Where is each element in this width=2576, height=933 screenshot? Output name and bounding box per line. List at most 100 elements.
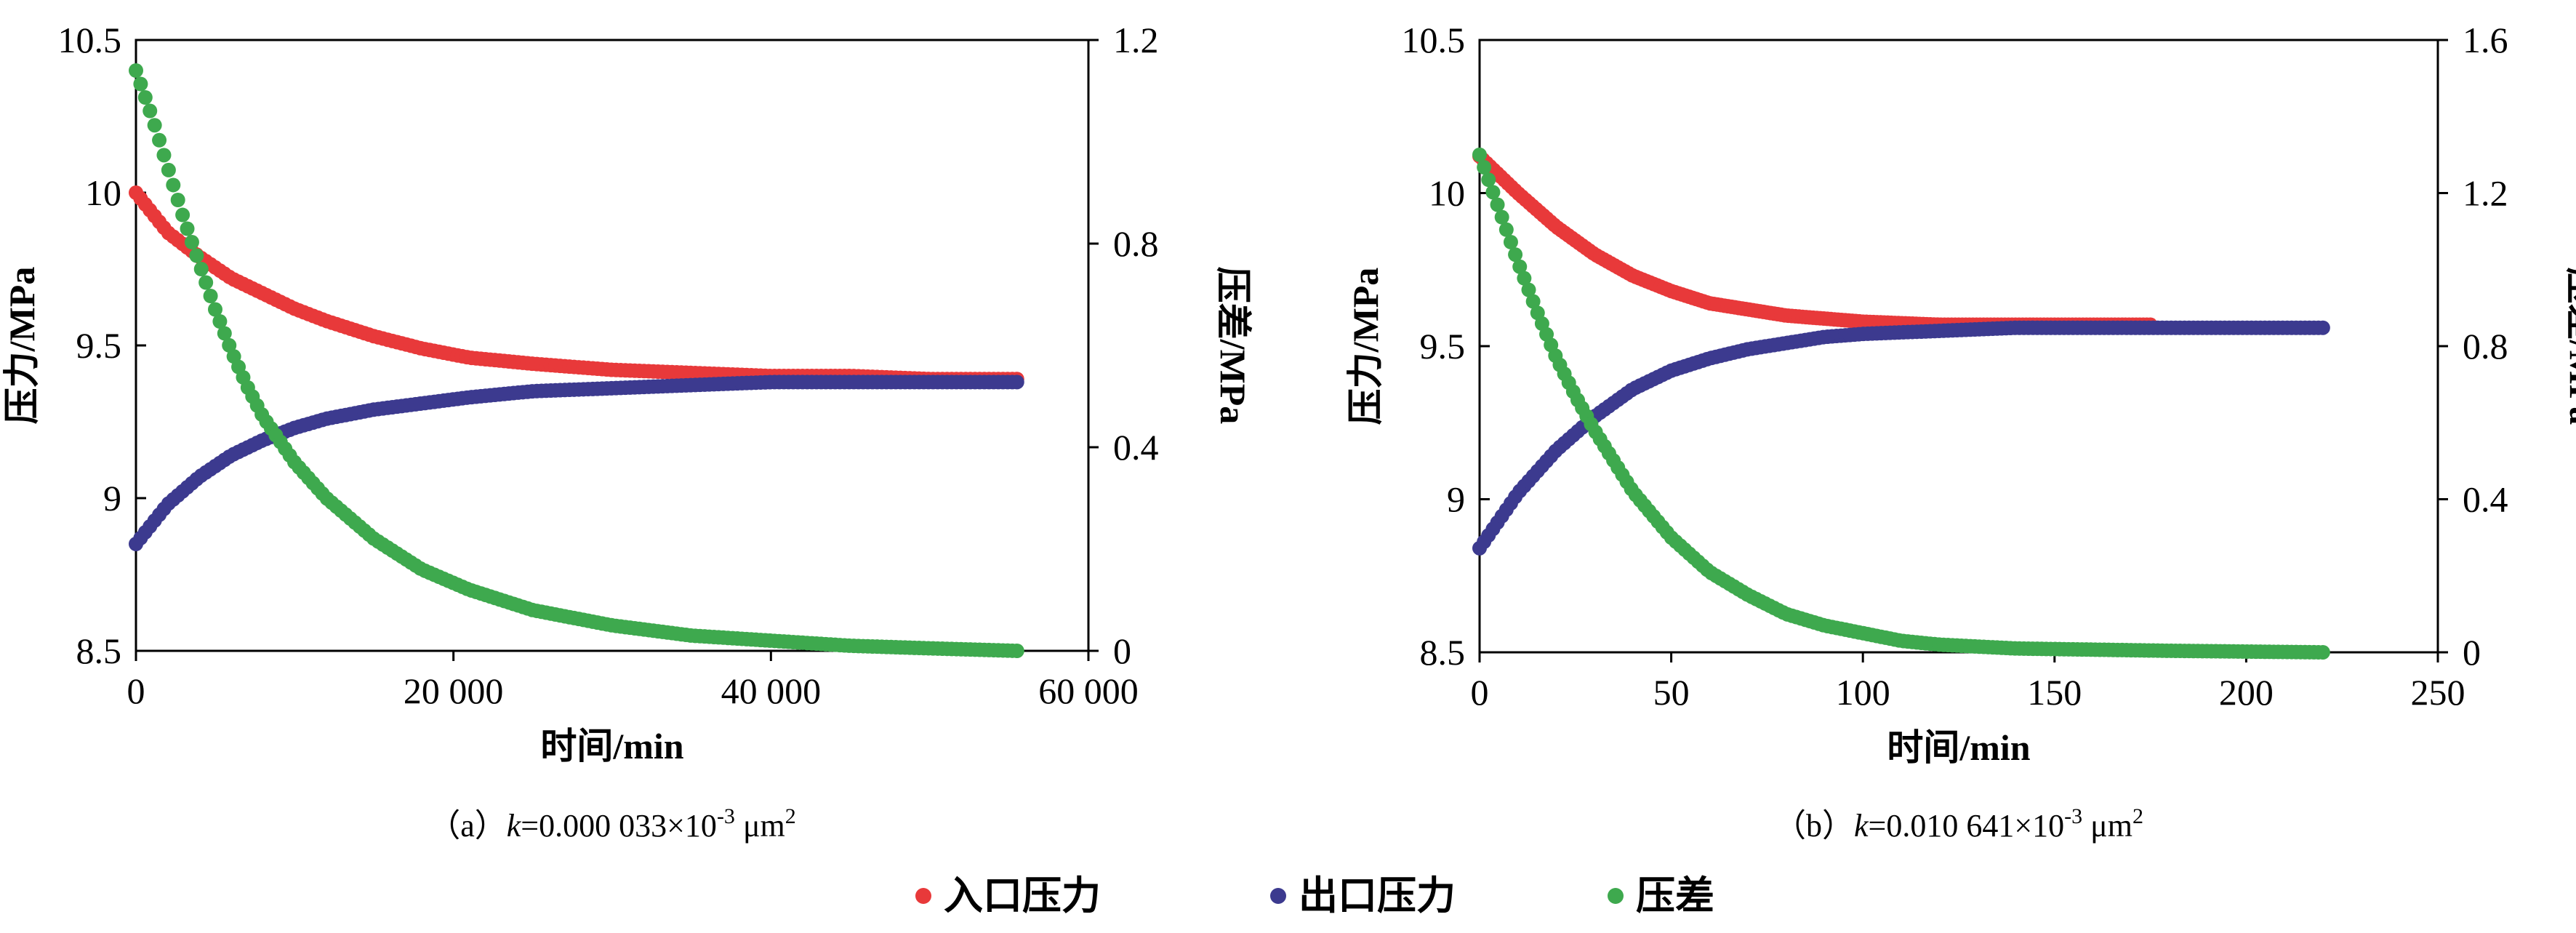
data-point-a-1-189 [1009,375,1024,390]
y-left-tick-label-b-0: 8.5 [1420,632,1466,673]
data-point-a-2-14 [193,262,209,276]
y-left-axis-label-b: 压力/MPa [1345,268,1386,425]
data-point-a-2-18 [212,314,228,329]
data-point-b-2-3 [1485,185,1501,200]
data-point-b-2-0 [1472,147,1487,162]
data-point-a-2-15 [198,275,214,290]
x-tick-label-a-1: 20 000 [404,670,504,711]
caption-exp-a: -3 [717,804,735,828]
x-tick-label-b-1: 50 [1653,672,1690,713]
y-left-tick-label-a-3: 10 [85,172,121,213]
y-left-tick-label-b-4: 10.5 [1402,20,1466,60]
caption-unit-exp-b: 2 [2132,804,2143,828]
data-point-b-2-5 [1494,209,1509,225]
plot-frame-b [1478,39,2439,654]
legend-item-inlet-pressure: 入口压力 [915,874,1101,918]
data-point-a-2-1 [133,76,148,92]
y-right-axis-label-a: 压差/MPa [1213,267,1253,425]
data-point-a-2-17 [207,302,222,317]
data-point-a-2-3 [143,103,158,119]
y-right-tick-label-b-1: 0.4 [2463,479,2508,520]
x-tick-label-b-0: 0 [1471,672,1489,713]
caption-b: （b）k=0.010 641×10-3 μm2 [1774,804,2143,844]
legend-label-inlet: 入口压力 [944,874,1101,918]
data-point-a-2-6 [156,148,172,163]
caption-unit-a: μm [735,808,785,844]
data-point-a-2-13 [189,248,204,263]
series-b-0 [1472,148,2158,332]
y-right-tick-label-b-4: 1.6 [2463,20,2508,60]
caption-value-b: =0.010 641×10 [1869,808,2065,844]
y-left-axis-label-a: 压力/MPa [1,267,42,425]
legend: 入口压力 出口压力 压差 [915,874,1714,918]
series-a-0 [129,185,1024,387]
data-point-a-2-8 [166,177,181,193]
legend-item-pressure-difference: 压差 [1608,874,1714,918]
caption-unit-exp-a: 2 [785,804,796,828]
legend-marker-inlet [915,888,931,904]
caption-unit-b: μm [2082,808,2132,844]
series-b-1 [1472,320,2330,556]
data-point-b-2-10 [1517,271,1532,286]
data-point-a-2-4 [147,118,162,133]
legend-marker-outlet [1270,888,1286,904]
caption-k-a: k [507,808,522,844]
y-left-tick-label-b-1: 9 [1447,479,1465,520]
data-point-a-2-19 [217,326,232,341]
data-point-b-2-2 [1481,172,1496,188]
x-tick-label-b-3: 150 [2027,672,2082,713]
y-left-tick-label-a-4: 10.5 [58,20,122,60]
legend-marker-diff [1608,888,1624,904]
y-left-tick-label-b-3: 10 [1429,173,1465,214]
chart-panel-b: 0 50 100 150 200 250 8.5 9 9.5 10 10.5 0 0.4 0.8 1.2 1.… [1345,20,2576,844]
data-point-b-2-12 [1525,294,1541,309]
data-point-a-2-20 [222,337,237,353]
series-a-2 [129,63,1024,658]
x-tick-label-b-2: 100 [1836,672,1890,713]
data-point-a-2-11 [180,221,195,236]
x-axis-label-a: 时间/min [540,726,683,766]
data-point-a-2-7 [161,162,176,177]
y-right-tick-label-b-3: 1.2 [2463,173,2508,214]
x-axis-label-b: 时间/min [1887,727,2030,768]
data-point-a-2-16 [203,289,218,303]
y-right-tick-label-a-1: 0.4 [1113,427,1159,468]
plot-frame-a [135,39,1090,652]
data-point-b-1-189 [2315,320,2330,335]
y-right-tick-label-b-0: 0 [2463,632,2481,673]
data-point-b-2-11 [1521,282,1536,297]
data-point-b-2-8 [1508,247,1523,263]
y-left-tick-label-a-2: 9.5 [76,325,122,366]
data-point-b-2-189 [2315,645,2330,660]
x-tick-label-b-4: 200 [2219,672,2274,713]
data-point-a-2-0 [129,63,143,78]
data-point-b-2-7 [1503,234,1518,249]
x-tick-label-a-2: 40 000 [721,670,822,711]
legend-item-outlet-pressure: 出口压力 [1270,874,1456,918]
y-left-tick-label-a-1: 9 [103,478,121,518]
caption-k-b: k [1854,808,1869,844]
y-right-tick-label-b-2: 0.8 [2463,326,2508,367]
caption-prefix-a: （a） [428,808,507,844]
data-point-a-2-5 [152,132,167,148]
y-right-axis-label-b: 压差/MPa [2562,268,2576,425]
x-tick-label-a-3: 60 000 [1038,670,1139,711]
caption-prefix-b: （b） [1774,808,1854,844]
data-point-a-2-12 [184,235,199,249]
data-point-b-2-9 [1512,259,1528,274]
x-tick-label-a-0: 0 [127,670,145,711]
x-tick-label-b-5: 250 [2411,672,2465,713]
data-point-a-2-9 [170,193,185,207]
legend-label-diff: 压差 [1636,874,1714,918]
series-b-2 [1472,147,2330,660]
y-left-tick-label-b-2: 9.5 [1420,326,1466,367]
data-point-a-2-10 [175,207,190,223]
data-point-b-2-6 [1498,222,1514,237]
caption-exp-b: -3 [2064,804,2082,828]
y-right-tick-label-a-2: 0.8 [1113,223,1159,264]
y-right-tick-label-a-0: 0 [1113,630,1131,671]
data-point-b-2-1 [1477,160,1492,175]
caption-a: （a）k=0.000 033×10-3 μm2 [428,804,796,844]
legend-label-outlet: 出口压力 [1299,874,1456,918]
